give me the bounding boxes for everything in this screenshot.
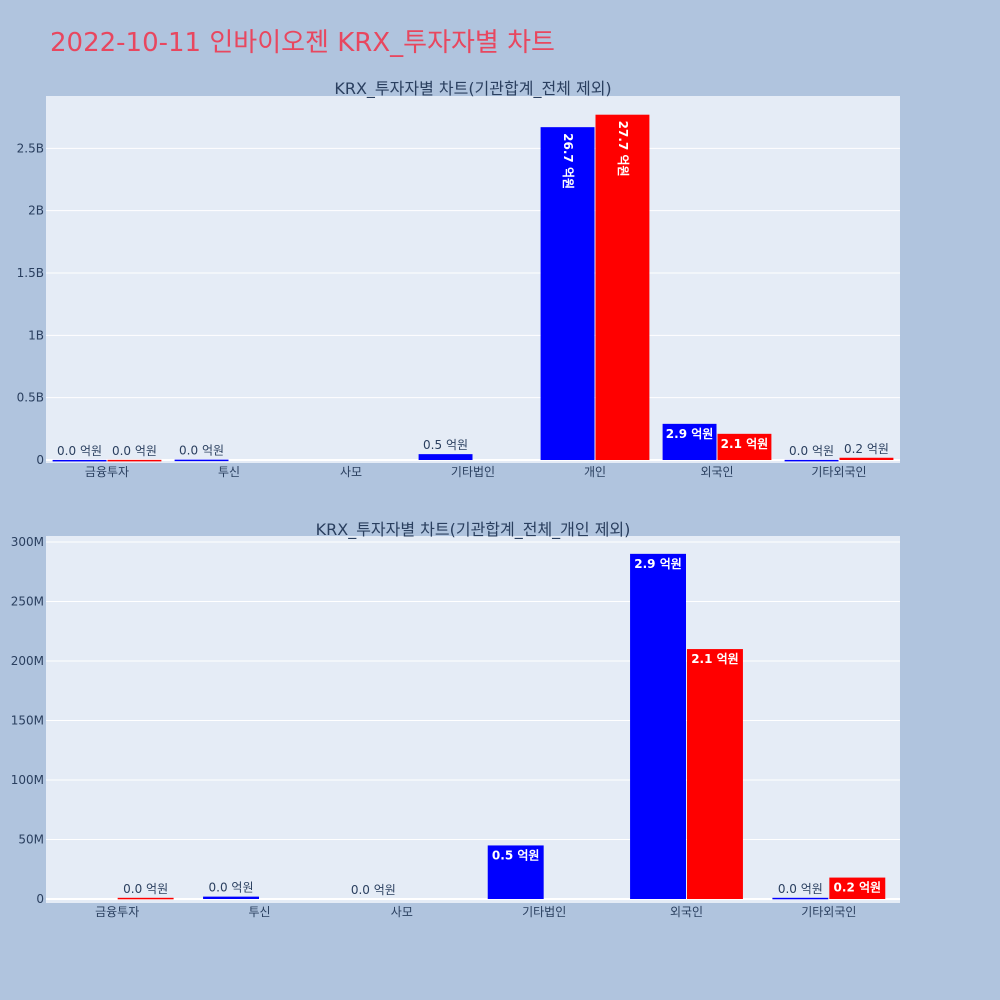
x-tick-label: 기타법인 [451,465,495,479]
page-title: 2022-10-11 인바이오젠 KRX_투자자별 차트 [50,28,555,58]
data-label: 0.0 억원 [179,444,224,458]
data-label: 0.0 억원 [57,444,102,458]
bar [174,459,229,462]
data-label: 0.0 억원 [112,444,157,458]
data-label: 0.0 억원 [351,883,396,897]
data-label: 0.5 억원 [423,438,468,452]
data-label: 2.9 억원 [634,557,682,571]
x-tick-label: 금융투자 [85,465,129,479]
data-label: 2.1 억원 [691,652,739,666]
y-tick-label: 100M [11,773,44,787]
bar [829,877,886,899]
bar [662,423,717,460]
bar [540,127,595,461]
x-tick-label: 기타외국인 [801,905,856,919]
data-label: 27.7 억원 [616,121,630,177]
chart-title: KRX_투자자별 차트(기관합계_전체_개인 제외) [316,520,631,540]
x-tick-label: 개인 [584,465,606,479]
y-tick-label: 1.5B [17,266,44,280]
bar [772,897,829,900]
x-tick-label: 사모 [340,465,362,479]
x-tick-label: 외국인 [670,905,703,919]
x-tick-label: 기타법인 [522,905,566,919]
plot-area [46,96,900,463]
x-tick-label: 기타외국인 [811,465,866,479]
bar [418,454,473,460]
y-tick-label: 200M [11,654,44,668]
x-tick-label: 외국인 [700,465,733,479]
data-label: 0.0 억원 [123,882,168,896]
data-label: 0.5 억원 [492,848,540,862]
bar [107,459,162,462]
data-label: 0.0 억원 [209,881,254,895]
data-label: 2.9 억원 [666,427,714,441]
y-tick-label: 2B [28,204,44,218]
bar [117,897,174,900]
y-tick-label: 0.5B [17,391,44,405]
x-tick-label: 사모 [391,905,413,919]
y-tick-label: 2.5B [17,141,44,155]
bar [839,457,894,460]
data-label: 0.0 억원 [789,444,834,458]
y-tick-label: 1B [28,328,44,342]
bar [687,649,743,899]
plot-area [46,536,900,903]
chart-title: KRX_투자자별 차트(기관합계_전체 제외) [334,79,611,99]
bar [784,459,839,462]
bar [203,896,259,899]
x-tick-label: 투신 [218,465,240,479]
y-tick-label: 0 [36,892,44,906]
data-label: 26.7 억원 [561,133,575,189]
bar [630,553,686,899]
x-tick-label: 투신 [248,905,270,919]
y-tick-label: 250M [11,594,44,608]
bar [52,459,107,462]
x-tick-label: 금융투자 [95,905,139,919]
y-tick-label: 150M [11,713,44,727]
bar [595,114,650,460]
y-tick-label: 50M [18,832,44,846]
bar [717,433,772,460]
bar [487,845,544,899]
data-label: 0.0 억원 [778,882,823,896]
data-label: 0.2 억원 [834,881,882,895]
y-tick-label: 300M [11,535,44,549]
data-label: 0.2 억원 [844,442,889,456]
y-tick-label: 0 [36,453,44,467]
data-label: 2.1 억원 [721,437,769,451]
